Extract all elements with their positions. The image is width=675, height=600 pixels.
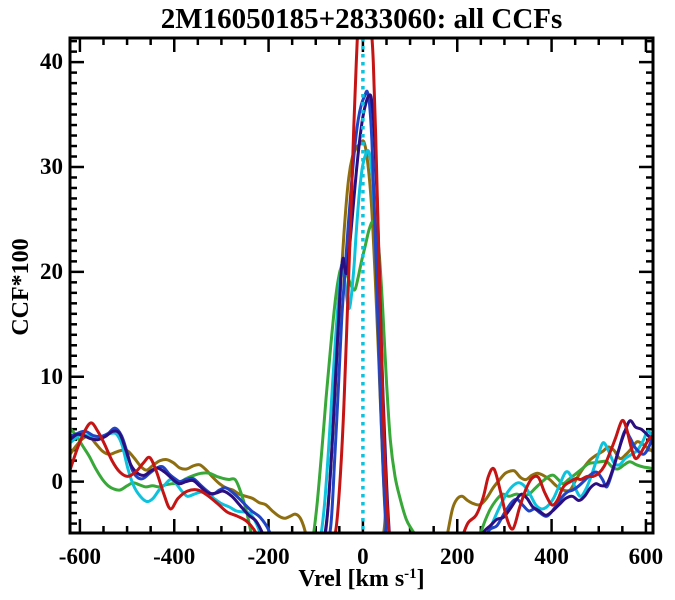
x-tick-label: 200 [440,544,475,569]
x-tick-label: -400 [153,544,196,569]
x-tick-label: 400 [534,544,569,569]
series-ccf-green [70,220,653,533]
x-axis-label-text: Vrel [km s [298,566,405,592]
x-tick-label: -200 [247,544,290,569]
y-tick-label: 40 [40,49,63,75]
series-ccf-blue [70,89,653,533]
y-tick-label: 0 [51,468,64,494]
series-ccf-red [70,38,653,533]
x-tick-label: 600 [628,544,664,569]
y-tick-label: 30 [40,153,63,179]
x-tick-label: 0 [357,544,369,569]
series-ccf-cyan [70,149,653,533]
y-axis-label: CCF*100 [8,238,34,336]
y-tick-label: 20 [40,258,63,284]
x-axis-label-superscript: -1 [404,566,417,582]
plot-title: 2M16050185+2833060: all CCFs [160,3,563,35]
plot-frame [68,36,655,535]
series-ccf-navy [70,93,653,533]
x-tick-label: -600 [58,544,101,569]
x-axis-label-bracket: ] [416,566,425,592]
x-axis-label: Vrel [km s-1] [70,566,653,593]
y-tick-label: 10 [40,363,63,389]
